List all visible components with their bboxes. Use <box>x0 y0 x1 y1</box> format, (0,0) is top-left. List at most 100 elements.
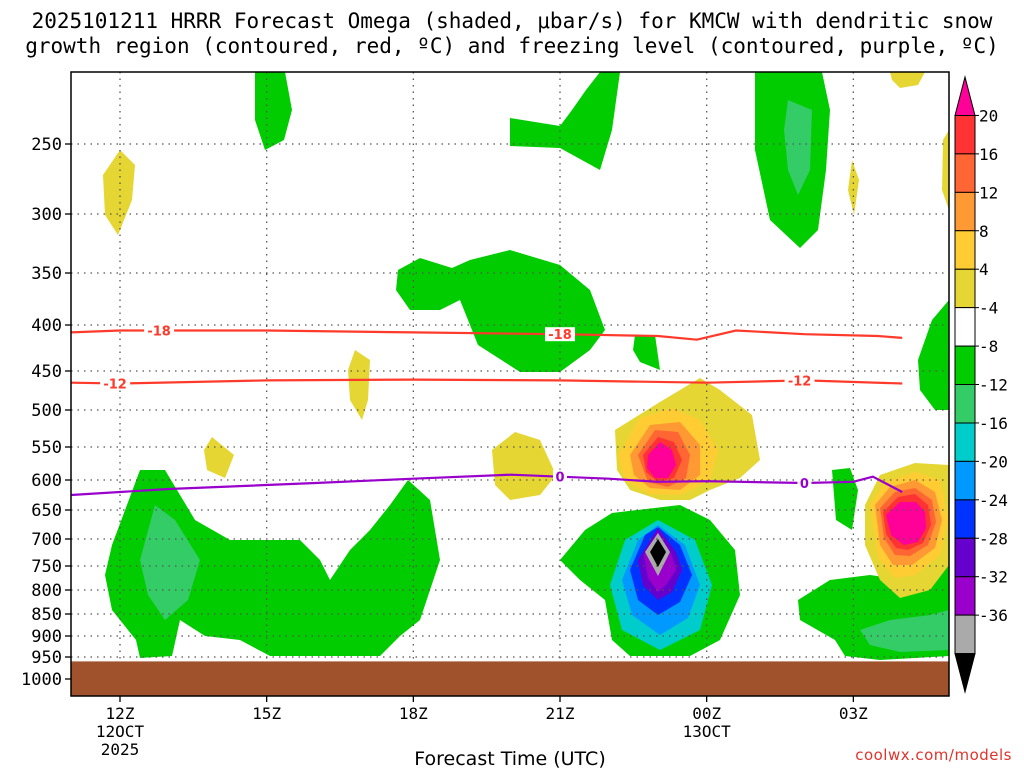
contour-label-background <box>100 376 131 391</box>
colorbar-label: -12 <box>979 376 1008 395</box>
colorbar-swatch <box>954 191 976 232</box>
y-tick-label: 350 <box>31 264 62 284</box>
y-tick-label: 850 <box>31 605 62 625</box>
y-tick-label: 400 <box>31 316 62 336</box>
colorbar-label: 12 <box>979 183 998 202</box>
contour-label: 0 <box>555 471 564 486</box>
colorbar-swatch <box>954 460 976 501</box>
colorbar-swatch <box>954 499 976 539</box>
x-tick-date: 12OCT <box>96 722 145 741</box>
omega-region <box>784 100 812 195</box>
y-tick-label: 600 <box>31 471 62 491</box>
omega-region <box>886 502 926 545</box>
contour-label-background <box>797 476 812 490</box>
y-tick-label: 950 <box>31 648 62 668</box>
colorbar-label: -24 <box>979 491 1008 510</box>
colorbar-swatch <box>954 153 976 193</box>
x-tick-year: 2025 <box>101 740 140 759</box>
plot-frame <box>70 71 950 697</box>
colorbar-label: -16 <box>979 414 1008 433</box>
credit-text: coolwx.com/models <box>855 746 1012 764</box>
contour-label: 0 <box>800 477 809 492</box>
omega-region <box>832 468 858 530</box>
contour-dendritic-bottom <box>71 378 903 385</box>
y-tick-label: 800 <box>31 581 62 601</box>
omega-region <box>510 72 620 170</box>
omega-region <box>650 539 666 567</box>
omega-shading <box>103 72 949 660</box>
y-tick-label: 500 <box>31 401 62 421</box>
colorbar-label: -4 <box>979 299 998 318</box>
y-tick-label: 900 <box>31 627 62 647</box>
colorbar-label: 8 <box>979 222 989 241</box>
y-tick-label: 750 <box>31 557 62 577</box>
y-axis: 2503003504004505005506006507007508008509… <box>21 135 71 690</box>
y-tick-label: 250 <box>31 135 62 155</box>
colorbar-swatch <box>954 614 976 655</box>
colorbar-label: -28 <box>979 529 1008 548</box>
x-tick-date: 13OCT <box>683 722 732 741</box>
omega-region <box>348 350 370 420</box>
x-tick-label: 15Z <box>252 704 281 723</box>
x-tick-label: 12Z <box>106 704 135 723</box>
colorbar-swatch <box>954 422 976 462</box>
colorbar-swatch <box>954 230 976 270</box>
y-tick-label: 700 <box>31 530 62 550</box>
omega-region <box>647 442 676 478</box>
colorbar-swatch <box>954 114 976 155</box>
contour-label-background <box>545 327 576 342</box>
colorbar-label: -32 <box>979 568 1008 587</box>
colorbar-label: 4 <box>979 260 989 279</box>
contour-label: -18 <box>548 328 572 343</box>
omega-region <box>105 470 440 658</box>
y-tick-label: 450 <box>31 362 62 382</box>
omega-region <box>942 130 949 210</box>
chart-title: 2025101211 HRRR Forecast Omega (shaded, … <box>31 9 993 33</box>
omega-region <box>918 300 949 410</box>
contour-label: -12 <box>788 374 812 389</box>
colorbar-swatch <box>954 345 976 385</box>
omega-region <box>103 150 135 235</box>
colorbar-swatch <box>954 537 976 578</box>
omega-region <box>492 432 556 500</box>
contour-freezing-level <box>71 473 903 497</box>
colorbar-label: 16 <box>979 145 998 164</box>
y-tick-label: 300 <box>31 205 62 225</box>
contour-label-background <box>784 373 815 388</box>
colorbar-label: -36 <box>979 606 1008 625</box>
x-tick-label: 00Z <box>692 704 721 723</box>
x-tick-label: 18Z <box>399 704 428 723</box>
colorbar-label: -8 <box>979 337 998 356</box>
colorbar-swatch <box>954 75 976 116</box>
omega-region <box>255 72 292 150</box>
x-axis-label: Forecast Time (UTC) <box>414 748 605 768</box>
contour-label-background <box>553 469 568 484</box>
colorbar-swatch <box>954 576 976 616</box>
temperature-contours: -18 -18 -12 -12 0 0 <box>71 323 903 497</box>
chart-subtitle: growth region (contoured, red, ºC) and f… <box>25 34 999 58</box>
y-tick-label: 650 <box>31 501 62 521</box>
omega-region <box>890 72 925 88</box>
ground-surface <box>71 661 949 696</box>
omega-region <box>396 250 605 372</box>
x-tick-label: 03Z <box>839 704 868 723</box>
colorbar-label: 20 <box>979 106 998 125</box>
x-tick-label: 21Z <box>546 704 575 723</box>
colorbar-legend: 20 16 12 8 4 -4 -8 -12 -16 -20 -24 -28 -32 -36 <box>954 75 1008 694</box>
contour-label: -18 <box>147 325 171 340</box>
omega-region <box>140 505 200 620</box>
omega-region <box>204 437 234 478</box>
colorbar-swatch <box>954 653 976 694</box>
contour-label-background <box>144 323 175 338</box>
omega-region <box>848 160 859 215</box>
colorbar-label: -20 <box>979 452 1008 471</box>
colorbar-swatch <box>954 307 976 347</box>
y-tick-label: 550 <box>31 438 62 458</box>
omega-region <box>633 335 660 370</box>
contour-dendritic-top <box>71 329 903 341</box>
contour-label: -12 <box>103 377 127 392</box>
y-tick-label: 1000 <box>21 670 62 690</box>
colorbar-swatch <box>954 384 976 424</box>
